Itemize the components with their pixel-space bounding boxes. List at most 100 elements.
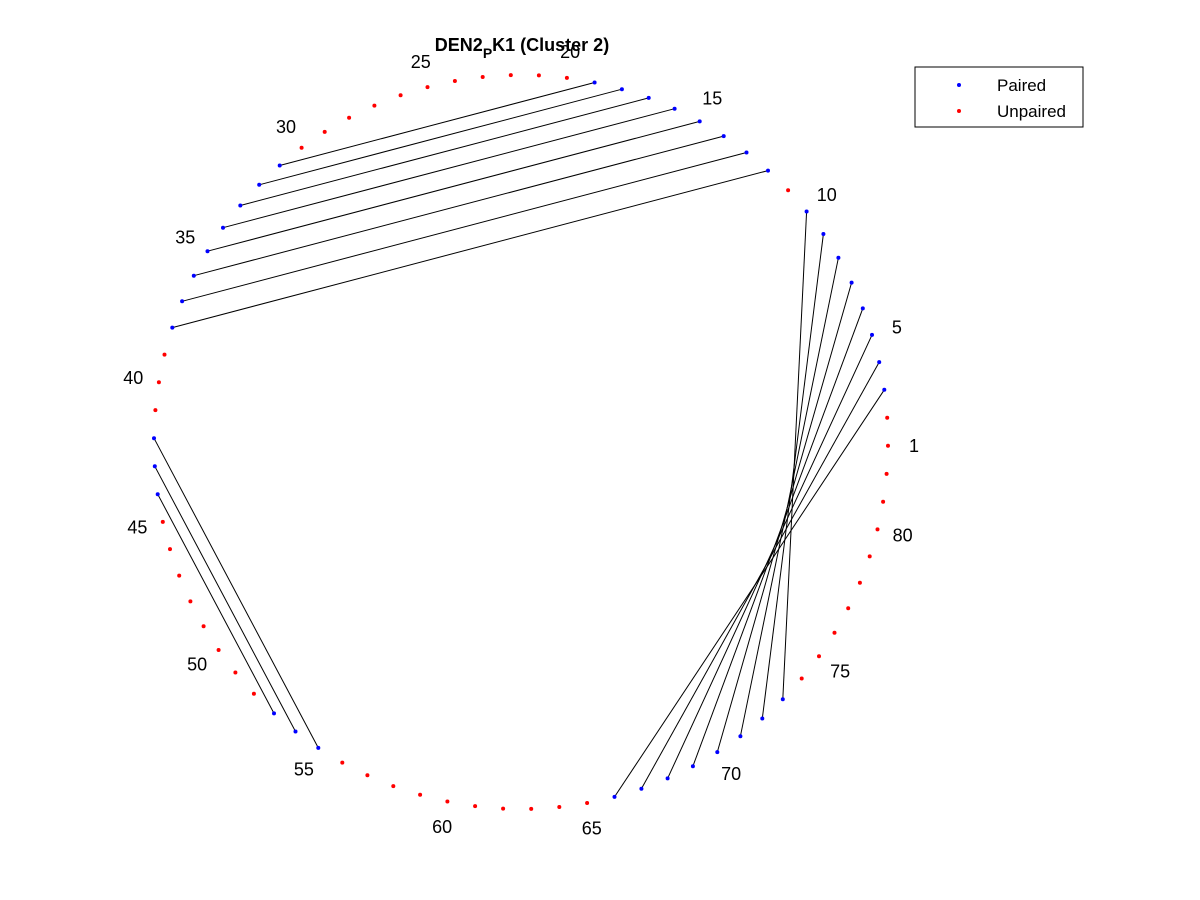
unpaired-nucleotide-1 — [886, 443, 890, 448]
unpaired-nucleotide-25 — [425, 85, 430, 90]
paired-nucleotide-70 — [715, 750, 720, 755]
unpaired-nucleotide-30 — [299, 145, 304, 150]
position-label-50: 50 — [187, 655, 207, 675]
paired-nucleotide-33 — [238, 203, 243, 208]
position-label-45: 45 — [127, 518, 147, 538]
unpaired-nucleotide-76 — [832, 630, 837, 635]
paired-nucleotide-38 — [170, 325, 175, 330]
unpaired-nucleotide-74 — [799, 676, 804, 681]
paired-nucleotide-15 — [697, 119, 702, 124]
unpaired-nucleotide-48 — [188, 599, 193, 604]
position-label-1: 1 — [909, 436, 919, 456]
unpaired-nucleotide-82 — [884, 471, 889, 476]
position-label-15: 15 — [702, 89, 722, 109]
paired-nucleotide-32 — [257, 182, 262, 187]
legend-box — [914, 66, 1084, 128]
unpaired-nucleotide-81 — [881, 499, 886, 504]
position-label-30: 30 — [276, 117, 296, 137]
unpaired-nucleotide-29 — [322, 129, 327, 134]
pair-link-6-69 — [692, 308, 864, 767]
pair-link-15-35 — [207, 120, 700, 252]
legend-marker-unpaired — [957, 109, 961, 113]
unpaired-nucleotide-78 — [857, 580, 862, 585]
unpaired-nucleotide-24 — [452, 79, 457, 83]
unpaired-nucleotide-39 — [162, 352, 167, 357]
paired-nucleotide-18 — [619, 87, 624, 92]
pair-link-19-31 — [279, 82, 595, 166]
unpaired-nucleotide-45 — [160, 519, 165, 524]
paired-nucleotide-68 — [665, 776, 670, 781]
unpaired-nucleotide-79 — [867, 554, 872, 559]
paired-nucleotide-19 — [592, 80, 597, 85]
pair-link-12-38 — [172, 170, 769, 329]
legend-label-unpaired: Unpaired — [997, 102, 1066, 121]
position-label-80: 80 — [893, 526, 913, 546]
unpaired-nucleotide-65 — [585, 801, 590, 805]
unpaired-nucleotide-57 — [365, 773, 370, 778]
paired-nucleotide-3 — [882, 387, 887, 392]
unpaired-nucleotide-11 — [786, 188, 791, 193]
unpaired-nucleotide-80 — [875, 527, 880, 532]
pair-link-18-32 — [259, 88, 623, 186]
unpaired-nucleotide-51 — [233, 670, 238, 675]
pair-link-4-67 — [640, 361, 880, 789]
position-label-20: 20 — [560, 42, 580, 62]
paired-nucleotide-17 — [646, 95, 651, 100]
paired-nucleotide-8 — [836, 255, 841, 260]
title-subscript: P — [483, 45, 492, 61]
unpaired-nucleotide-77 — [846, 606, 851, 611]
paired-nucleotide-4 — [877, 360, 882, 365]
unpaired-nucleotide-49 — [201, 624, 206, 629]
position-label-25: 25 — [411, 52, 431, 72]
legend-marker-paired — [957, 83, 961, 87]
paired-nucleotide-7 — [849, 280, 854, 285]
unpaired-nucleotide-61 — [473, 804, 478, 809]
position-label-60: 60 — [432, 817, 452, 837]
paired-nucleotide-55 — [316, 745, 321, 750]
unpaired-nucleotide-20 — [564, 75, 569, 80]
unpaired-nucleotide-59 — [418, 792, 423, 797]
unpaired-nucleotide-2 — [885, 415, 890, 420]
position-label-65: 65 — [582, 819, 602, 839]
paired-nucleotide-31 — [277, 163, 282, 168]
paired-nucleotide-35 — [205, 249, 210, 254]
paired-nucleotide-43 — [152, 464, 157, 469]
pair-link-16-34 — [222, 108, 675, 229]
paired-nucleotide-69 — [690, 764, 695, 769]
position-label-10: 10 — [817, 185, 837, 205]
pair-link-42-55 — [153, 437, 319, 749]
paired-nucleotide-66 — [612, 794, 617, 799]
pair-link-14-36 — [193, 135, 724, 277]
pair-link-8-71 — [739, 257, 839, 737]
pair-link-44-53 — [157, 493, 275, 714]
paired-nucleotide-10 — [804, 209, 809, 214]
unpaired-nucleotide-47 — [177, 573, 182, 578]
paired-nucleotide-42 — [152, 436, 156, 441]
chart-title: DEN2PK1 (Cluster 2) — [435, 35, 609, 61]
pair-link-7-70 — [716, 282, 853, 753]
paired-nucleotide-13 — [744, 150, 749, 155]
pair-link-17-33 — [240, 97, 649, 206]
unpaired-nucleotide-75 — [817, 654, 821, 659]
paired-nucleotide-72 — [760, 716, 765, 721]
unpaired-nucleotide-60 — [445, 799, 450, 804]
pair-link-43-54 — [154, 466, 296, 732]
paired-nucleotide-37 — [180, 299, 185, 304]
nucleotide-dots — [152, 73, 890, 811]
paired-nucleotide-36 — [191, 273, 196, 278]
unpaired-nucleotide-63 — [529, 806, 534, 811]
position-label-70: 70 — [721, 764, 741, 784]
paired-nucleotide-44 — [155, 492, 160, 497]
paired-nucleotide-5 — [870, 332, 874, 337]
unpaired-nucleotide-58 — [391, 784, 396, 789]
unpaired-nucleotide-21 — [536, 73, 541, 78]
pair-link-10-73 — [782, 211, 808, 700]
pair-link-9-72 — [761, 233, 824, 719]
unpaired-nucleotide-28 — [347, 115, 352, 120]
legend-label-paired: Paired — [997, 76, 1046, 95]
position-label-55: 55 — [294, 760, 314, 780]
unpaired-nucleotide-40 — [156, 380, 161, 385]
pair-link-5-68 — [667, 334, 873, 779]
